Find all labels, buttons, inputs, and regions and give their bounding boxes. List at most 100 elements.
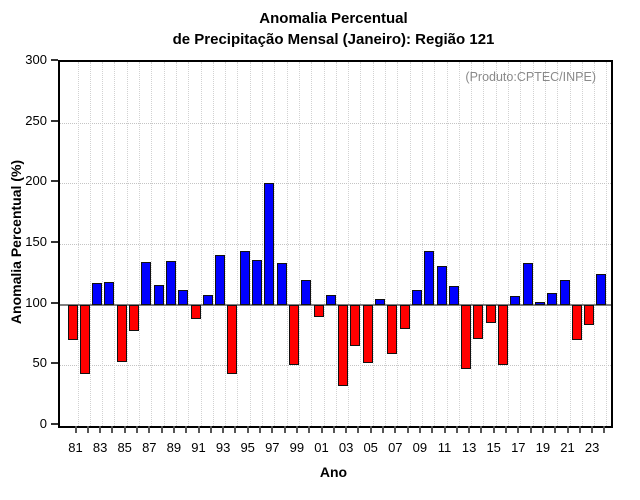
x-tick-15 [492,426,495,433]
bar-21 [559,280,570,305]
bar-82 [79,304,90,374]
bar-16 [498,304,508,366]
x-tick-22 [578,426,581,433]
hgridline-50 [60,365,611,367]
x-tick-81 [74,426,77,433]
x-tick-00 [308,426,311,433]
bar-07 [387,304,398,355]
x-tick-88 [160,426,163,433]
bar-98 [276,263,287,305]
x-tick-84 [111,426,114,433]
x-tick-label-13: 13 [461,440,477,455]
bar-10 [424,251,435,305]
bar-87 [141,262,152,305]
x-tick-98 [283,426,286,433]
bar-09 [411,290,422,305]
x-tick-label-95: 95 [240,440,255,455]
bar-11 [436,265,447,305]
x-tick-06 [382,426,384,433]
bar-02 [325,294,336,305]
x-tick-label-01: 01 [314,440,329,455]
y-tick-label-100: 100 [25,294,47,310]
x-tick-09 [418,426,421,433]
x-axis-title: Ano [319,464,348,480]
vgridline-94 [237,62,239,426]
vgridline-24 [606,62,608,426]
vgridline-12 [458,62,460,426]
x-tick-24 [603,426,606,433]
chart-title-line2: de Precipitação Mensal (Janeiro): Região… [172,31,495,48]
vgridline-19 [544,62,546,426]
vgridline-90 [188,62,190,426]
x-tick-label-81: 81 [68,440,83,455]
vgridline-08 [409,62,411,426]
x-tick-03 [345,426,348,433]
vgridline-02 [335,62,337,426]
y-tick-250 [51,119,58,122]
x-tick-label-97: 97 [265,440,280,455]
vgridline-85 [126,62,128,426]
vgridline-03 [348,62,350,426]
x-tick-04 [357,426,360,433]
vgridline-22 [581,62,583,426]
bar-00 [301,280,312,305]
y-tick-label-50: 50 [32,355,47,371]
x-tick-19 [541,426,544,433]
vgridline-82 [89,62,91,426]
x-tick-label-15: 15 [486,440,501,455]
y-tick-300 [51,59,58,61]
x-tick-label-85: 85 [117,440,132,455]
x-tick-99 [295,426,298,433]
bar-97 [264,183,275,305]
bar-08 [399,304,410,329]
hgridline-250 [60,122,611,124]
x-tick-label-87: 87 [142,440,157,455]
vgridline-05 [372,62,374,426]
vgridline-93 [225,62,227,426]
bar-93 [215,254,226,305]
x-tick-02 [332,426,335,433]
vgridline-20 [557,62,559,426]
x-tick-14 [480,426,483,433]
vgridline-98 [286,62,288,426]
x-tick-07 [394,426,397,433]
bar-23 [584,304,595,326]
y-tick-50 [51,362,58,365]
bar-04 [350,304,361,346]
vgridline-14 [483,62,485,426]
vgridline-01 [323,62,325,426]
x-tick-87 [148,426,151,433]
x-tick-89 [172,426,175,433]
vgridline-95 [249,62,251,426]
bar-84 [104,281,115,305]
x-tick-label-23: 23 [584,440,600,455]
x-tick-label-21: 21 [560,440,575,455]
bar-83 [92,282,103,305]
vgridline-97 [274,62,276,426]
x-tick-96 [259,426,261,433]
vgridline-15 [495,62,497,426]
bar-81 [67,304,78,340]
y-tick-label-250: 250 [25,112,47,128]
x-tick-17 [517,426,520,433]
vgridline-00 [311,62,313,426]
bar-91 [190,304,201,320]
y-tick-label-0: 0 [39,416,47,431]
vgridline-89 [175,62,177,426]
bar-96 [252,259,262,305]
vgridline-11 [446,62,448,426]
x-tick-label-11: 11 [437,440,452,455]
x-tick-label-17: 17 [511,440,526,455]
x-tick-91 [197,426,200,433]
bar-89 [165,260,176,305]
x-tick-16 [505,426,507,433]
bar-88 [153,285,164,305]
bar-12 [448,286,459,305]
x-tick-08 [406,426,409,433]
bar-86 [129,304,139,332]
x-tick-13 [468,426,471,433]
product-annotation: (Produto:CPTEC/INPE) [465,70,596,84]
vgridline-96 [262,62,263,426]
x-tick-label-89: 89 [166,440,182,455]
vgridline-83 [102,62,104,426]
